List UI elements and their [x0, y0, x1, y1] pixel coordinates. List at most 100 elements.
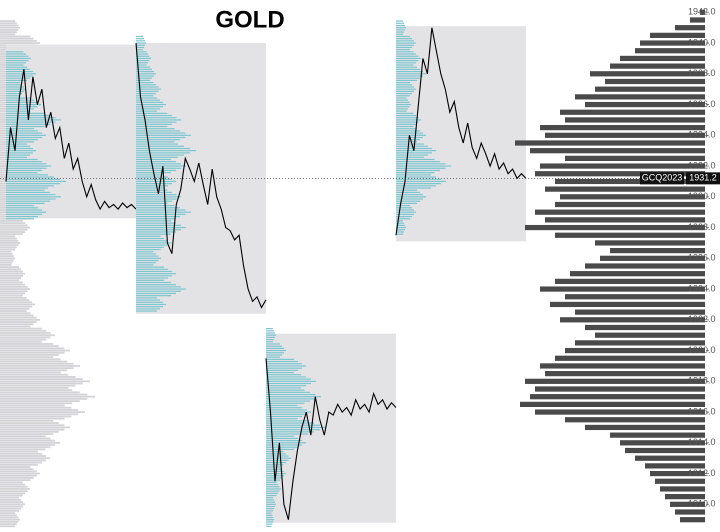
composite-profile-bar [540, 286, 705, 292]
prior-profile-bar [0, 406, 72, 409]
prior-profile-bar [0, 239, 19, 242]
y-tick-label: 1916.0 [688, 406, 716, 416]
composite-profile-bar [560, 317, 705, 323]
composite-profile-bar [585, 101, 705, 108]
prior-profile-bar [0, 507, 21, 510]
session-profile-bar [266, 470, 284, 472]
prior-profile-bar [0, 481, 23, 484]
session-profile-bar [136, 213, 186, 215]
session-profile-bar [136, 277, 168, 279]
prior-profile-bar [0, 285, 28, 288]
session-profile-bar [396, 97, 407, 99]
session-profile-bar [396, 110, 407, 112]
composite-profile-bar [535, 386, 705, 392]
prior-profile-bar [0, 450, 38, 453]
session-profile-bar [136, 46, 144, 49]
y-tick-label: 1914.0 [688, 437, 716, 447]
prior-profile-bar [0, 334, 55, 337]
session-profile-bar [6, 53, 26, 55]
session-profile-bar [136, 106, 163, 108]
session-profile-bar [6, 97, 31, 99]
session-profile-bar [396, 121, 419, 123]
prior-profile-bar [0, 305, 33, 308]
prior-profile-bar [0, 376, 76, 378]
session-profile-bar [396, 233, 403, 235]
composite-profile-bar [565, 294, 705, 300]
session-profile-bar [136, 178, 172, 180]
session-profile-bar [136, 112, 168, 114]
y-tick-label: 1940.0 [688, 37, 716, 47]
prior-profile-bar [0, 466, 31, 468]
composite-profile-bar [525, 378, 705, 384]
session-profile-bar [396, 46, 412, 49]
session-profile-bar [136, 147, 190, 150]
session-profile-bar [136, 101, 163, 103]
session-profile-bar [266, 525, 272, 527]
session-profile-bar [136, 71, 154, 73]
prior-profile-bar [0, 301, 33, 304]
session-profile-bar [266, 367, 302, 369]
session-box [266, 333, 396, 523]
session-profile-bar [266, 464, 284, 466]
composite-profile-bar [565, 117, 705, 123]
prior-profile-bar [0, 419, 54, 422]
prior-profile-bar [0, 33, 16, 36]
session-profile-bar [136, 75, 154, 77]
y-tick-label: 1932.0 [688, 160, 716, 170]
composite-profile-bar [605, 78, 705, 85]
session-profile-bar [136, 279, 164, 281]
session-profile-bar [396, 224, 405, 226]
prior-profile-bar [0, 354, 59, 356]
session-profile-bar [6, 119, 61, 121]
session-profile-bar [266, 336, 275, 338]
session-profile-bar [136, 244, 168, 246]
session-profile-bar [6, 106, 38, 108]
symbol-label: GCQ2023 [642, 173, 683, 183]
y-tick-label: 1934.0 [688, 130, 716, 140]
session-profile-bar [396, 108, 408, 110]
prior-profile-bar [0, 402, 73, 405]
prior-profile-bar [0, 228, 28, 231]
session-profile-bar [6, 117, 56, 119]
session-profile-bar [266, 409, 307, 411]
session-profile-bar [6, 136, 42, 139]
session-profile-bar [136, 66, 150, 68]
session-profile-bar [266, 516, 274, 519]
composite-profile-bar [555, 355, 705, 361]
session-profile-bar [396, 68, 420, 71]
session-profile-bar [6, 152, 33, 154]
session-profile-bar [6, 99, 34, 101]
session-profile-bar [266, 393, 316, 396]
session-profile-bar [136, 233, 171, 235]
session-profile-bar [136, 196, 181, 198]
session-profile-bar [396, 49, 410, 51]
session-profile-bar [6, 180, 66, 183]
session-profile-bar [136, 264, 154, 266]
prior-profile-bar [0, 248, 16, 251]
session-profile-bar [6, 101, 38, 103]
session-profile-bar [136, 251, 154, 253]
session-profile-bar [136, 130, 180, 132]
composite-profile-bar [540, 125, 705, 131]
session-profile-bar [396, 20, 403, 22]
prior-profile-bar [0, 347, 65, 350]
session-profile-bar [136, 222, 176, 224]
session-profile-bar [136, 99, 160, 101]
session-profile-bar [6, 183, 60, 185]
session-profile-bar [136, 290, 181, 292]
session-profile-bar [396, 215, 412, 218]
session-profile-bar [6, 209, 42, 211]
session-profile-bar [396, 125, 414, 128]
session-profile-bar [136, 141, 175, 143]
prior-profile-bar [0, 452, 42, 455]
prior-profile-bar [0, 378, 83, 381]
session-profile-bar [396, 207, 412, 209]
session-profile-bar [266, 374, 301, 376]
prior-profile-bar [0, 26, 20, 29]
prior-profile-bar [0, 461, 42, 464]
y-tick-label: 1924.0 [688, 283, 716, 293]
session-profile-bar [136, 253, 156, 255]
session-profile-bar [136, 62, 148, 64]
prior-profile-bar [0, 255, 14, 258]
composite-profile-bar [650, 32, 705, 38]
